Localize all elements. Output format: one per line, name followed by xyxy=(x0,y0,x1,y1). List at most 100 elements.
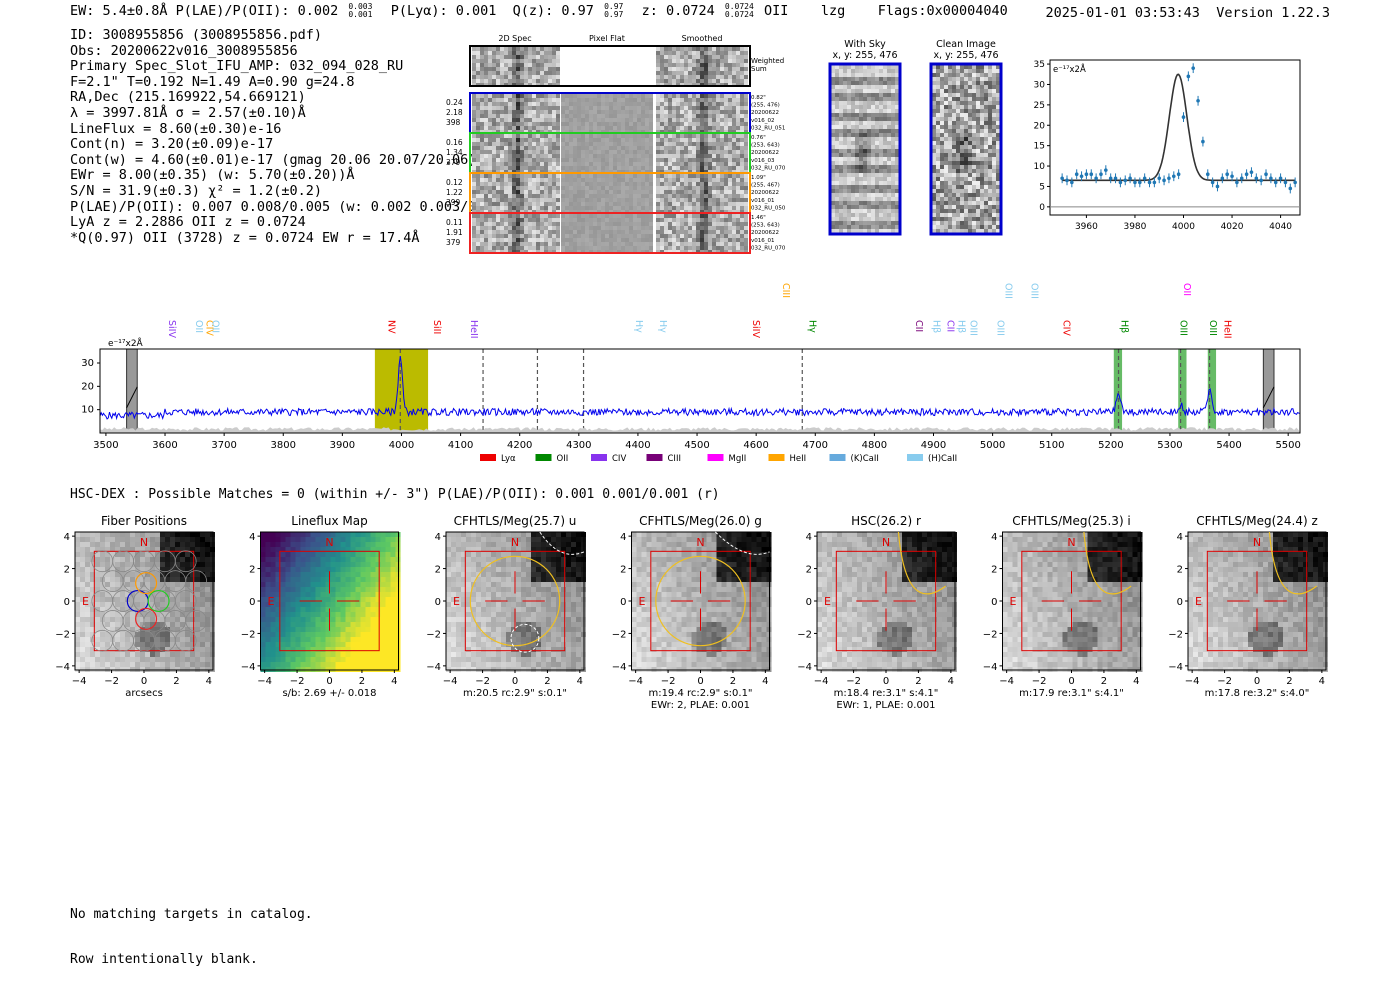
cutout-pixel xyxy=(524,218,528,222)
cutout-pixel xyxy=(633,174,637,178)
cutout-pixel xyxy=(660,59,664,63)
cutout-pixel xyxy=(696,114,700,118)
cutout-pixel xyxy=(536,134,540,138)
sky-pixel xyxy=(960,209,964,213)
cutout-pixel xyxy=(637,174,641,178)
cutout-pixel xyxy=(613,214,617,218)
sky-pixel xyxy=(984,213,988,217)
sky-pixel xyxy=(952,141,956,145)
cutout-pixel xyxy=(645,162,649,166)
sky-pixel xyxy=(988,85,992,89)
cutout-pixel xyxy=(617,102,621,106)
cutout-pixel xyxy=(500,158,504,162)
sky-pixel xyxy=(843,221,847,225)
sky-pixel xyxy=(984,69,988,73)
cutout-pixel xyxy=(660,94,664,98)
sky-pixel xyxy=(871,153,875,157)
cutout-pixel xyxy=(484,218,488,222)
sky-pixel xyxy=(883,81,887,85)
sky-pixel xyxy=(972,105,976,109)
cutout-pixel xyxy=(700,230,704,234)
cutout-pixel xyxy=(672,102,676,106)
cutout-pixel xyxy=(581,230,585,234)
sky-pixel xyxy=(839,193,843,197)
cutout-pixel xyxy=(609,194,613,198)
cutout-pixel xyxy=(668,118,672,122)
cutout-pixel xyxy=(613,230,617,234)
cutout-pixel xyxy=(720,102,724,106)
cutout-pixel xyxy=(684,59,688,63)
cutout-pixel xyxy=(528,118,532,122)
sky-pixel xyxy=(887,77,891,81)
cutout-pixel xyxy=(565,118,569,122)
cutout-pixel xyxy=(516,218,520,222)
cutout-pixel xyxy=(540,102,544,106)
sky-pixel xyxy=(847,81,851,85)
sky-pixel xyxy=(944,217,948,221)
sky-pixel xyxy=(984,161,988,165)
cutout-pixel xyxy=(676,162,680,166)
cutout-pixel xyxy=(492,186,496,190)
cutout-pixel xyxy=(508,214,512,218)
sky-pixel xyxy=(952,69,956,73)
cutout-pixel xyxy=(712,162,716,166)
cutout-pixel xyxy=(548,94,552,98)
cutout-pixel xyxy=(556,71,560,75)
cutout-pixel xyxy=(496,106,500,110)
cutout-pixel xyxy=(601,47,605,51)
cutout-pixel xyxy=(532,214,536,218)
cutout-pixel xyxy=(597,142,601,146)
cutout-pixel xyxy=(544,154,548,158)
cutout-pixel xyxy=(740,106,744,110)
sky-pixel xyxy=(980,189,984,193)
cutout-pixel xyxy=(589,234,593,238)
cutout-pixel xyxy=(544,214,548,218)
sky-pixel xyxy=(956,97,960,101)
sky-pixel xyxy=(968,181,972,185)
cutout-pixel xyxy=(712,102,716,106)
cutout-pixel xyxy=(504,238,508,242)
cutout-pixel xyxy=(500,75,504,79)
cutout-pixel xyxy=(577,182,581,186)
cutout-pixel xyxy=(676,178,680,182)
sky-pixel xyxy=(835,157,839,161)
cutout-pixel xyxy=(641,106,645,110)
cutout-pixel xyxy=(704,242,708,246)
cutout-pixel xyxy=(660,214,664,218)
cutout-pixel xyxy=(524,79,528,83)
cutout-pixel xyxy=(617,142,621,146)
sky-pixel xyxy=(847,153,851,157)
sky-pixel xyxy=(952,197,956,201)
sky-pixel xyxy=(960,77,964,81)
clean-image-title: Clean Image xyxy=(936,39,996,50)
cutout-pixel xyxy=(621,178,625,182)
cutout-pixel xyxy=(617,194,621,198)
cutout-pixel xyxy=(548,59,552,63)
cutout-pixel xyxy=(544,230,548,234)
row-value: 399 xyxy=(446,198,461,207)
cutout-pixel xyxy=(664,47,668,51)
cutout-pixel xyxy=(565,59,569,63)
sky-pixel xyxy=(948,69,952,73)
cutout-pixel xyxy=(664,202,668,206)
cutout-pixel xyxy=(500,94,504,98)
cutout-pixel xyxy=(573,206,577,210)
cutout-pixel xyxy=(512,47,516,51)
cutout-pixel xyxy=(637,178,641,182)
cutout-pixel xyxy=(561,134,565,138)
cutout-pixel xyxy=(672,51,676,55)
cutout-pixel xyxy=(641,182,645,186)
cutout-pixel xyxy=(589,230,593,234)
cutout-pixel xyxy=(740,234,744,238)
cutout-pixel xyxy=(629,94,633,98)
sky-pixel xyxy=(952,137,956,141)
cutout-pixel xyxy=(704,55,708,59)
sky-pixel xyxy=(867,153,871,157)
cutout-pixel xyxy=(484,51,488,55)
sky-pixel xyxy=(859,201,863,205)
cutout-pixel xyxy=(540,186,544,190)
cutout-pixel xyxy=(629,51,633,55)
cutout-pixel xyxy=(552,98,556,102)
sky-pixel xyxy=(843,181,847,185)
